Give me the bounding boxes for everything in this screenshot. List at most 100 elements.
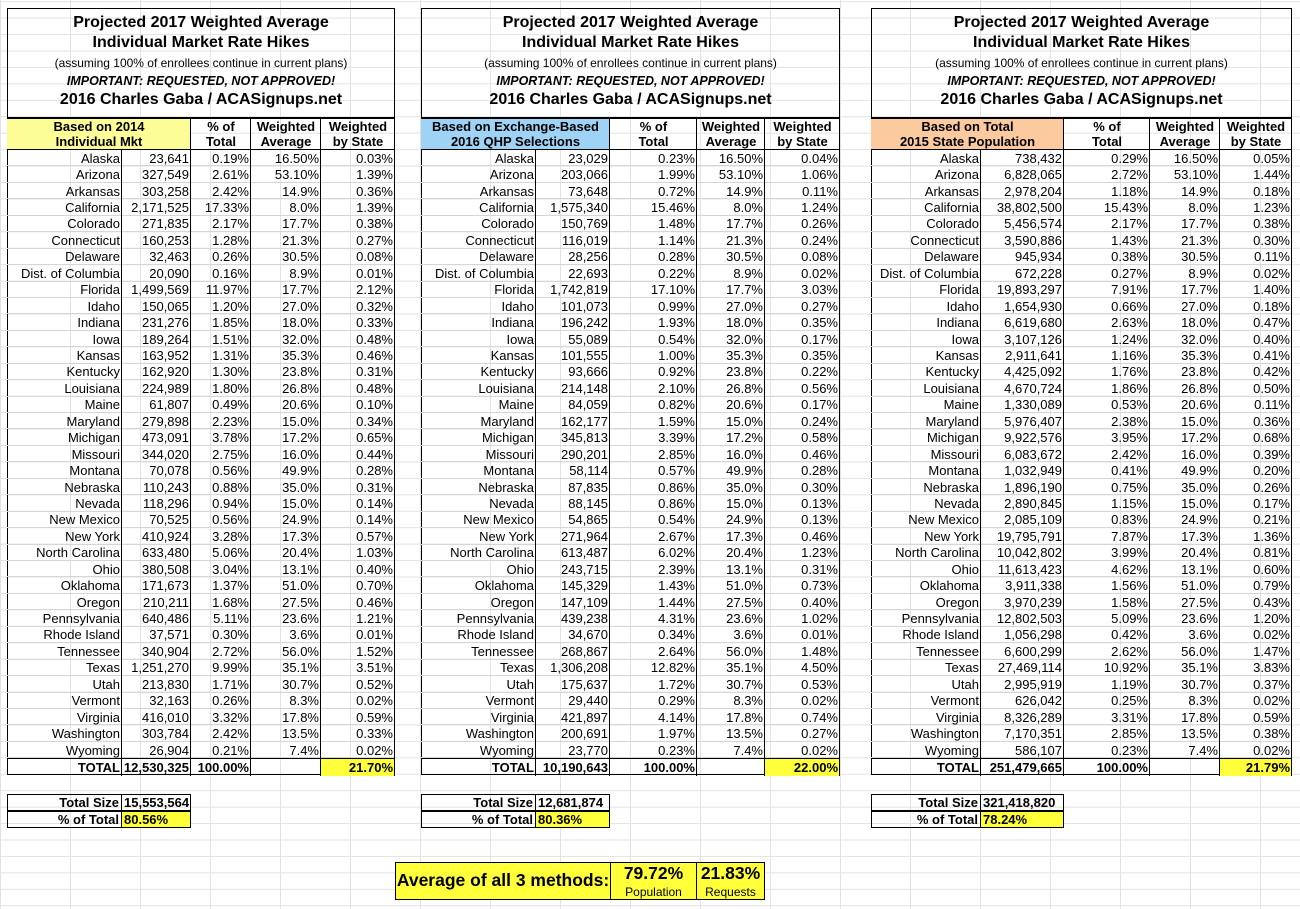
cell-value: 0.54% <box>610 512 697 528</box>
cell-value: 0.86% <box>610 479 697 495</box>
cell-value: 27.0% <box>697 298 765 314</box>
state-name: Utah <box>7 676 122 692</box>
cell-value: 0.99% <box>610 298 697 314</box>
cell-value: 14.9% <box>697 183 765 199</box>
cell-value: 0.70% <box>321 577 395 593</box>
cell-value: 0.49% <box>191 397 251 413</box>
cell-value: 0.13% <box>765 495 840 511</box>
cell-value: 23.6% <box>1150 610 1220 626</box>
cell-value: 0.40% <box>1220 331 1292 347</box>
cell-value: 19,893,297 <box>981 282 1064 298</box>
cell-value: 24.9% <box>697 512 765 528</box>
cell-value: 23.6% <box>251 610 321 626</box>
cell-value: 0.26% <box>1220 479 1292 495</box>
cell-value: 0.48% <box>321 380 395 396</box>
state-name: Nevada <box>871 495 981 511</box>
state-name: Ohio <box>7 561 122 577</box>
cell-value: 224,989 <box>122 380 191 396</box>
cell-value: 24.9% <box>1150 512 1220 528</box>
cell-value: 410,924 <box>122 528 191 544</box>
cell-value: 5,456,574 <box>981 216 1064 232</box>
empty-cell <box>251 759 321 775</box>
state-name: Maine <box>421 397 536 413</box>
cell-value: 29,440 <box>536 693 610 709</box>
total-rule <box>421 757 840 760</box>
average-caption: Requests <box>696 885 765 900</box>
total-value: 100.00% <box>610 759 697 775</box>
cell-value: 17.7% <box>251 282 321 298</box>
state-name: New York <box>421 528 536 544</box>
cell-value: 340,904 <box>122 643 191 659</box>
state-name: Florida <box>421 282 536 298</box>
cell-value: 0.65% <box>321 429 395 445</box>
cell-value: 0.05% <box>1220 150 1292 166</box>
cell-value: 150,065 <box>122 298 191 314</box>
cell-value: 20,090 <box>122 265 191 281</box>
cell-value: 1,251,270 <box>122 660 191 676</box>
column-header: Weighted by State <box>765 119 840 151</box>
cell-value: 1.39% <box>321 199 395 215</box>
state-name: Ohio <box>871 561 981 577</box>
cell-value: 5,976,407 <box>981 413 1064 429</box>
cell-value: 16.50% <box>697 150 765 166</box>
cell-value: 0.68% <box>1220 429 1292 445</box>
cell-value: 1.24% <box>765 199 840 215</box>
state-name: New Mexico <box>871 512 981 528</box>
cell-value: 15.0% <box>697 495 765 511</box>
cell-value: 8.9% <box>251 265 321 281</box>
cell-value: 0.13% <box>765 512 840 528</box>
state-name: Oregon <box>7 594 122 610</box>
cell-value: 171,673 <box>122 577 191 593</box>
state-name: Maine <box>871 397 981 413</box>
cell-value: 18.0% <box>1150 314 1220 330</box>
cell-value: 672,228 <box>981 265 1064 281</box>
cell-value: 0.17% <box>1220 495 1292 511</box>
state-name: Michigan <box>871 429 981 445</box>
cell-value: 27,469,114 <box>981 660 1064 676</box>
state-name: Oregon <box>871 594 981 610</box>
cell-value: 2.39% <box>610 561 697 577</box>
cell-value: 1.76% <box>1064 364 1150 380</box>
total-value: TOTAL <box>871 759 981 775</box>
cell-value: 16.0% <box>1150 446 1220 462</box>
cell-value: 8.0% <box>251 199 321 215</box>
cell-value: 35.3% <box>251 347 321 363</box>
cell-value: 1.68% <box>191 594 251 610</box>
state-name: Louisiana <box>7 380 122 396</box>
cell-value: 1.06% <box>765 166 840 182</box>
cell-value: 23.8% <box>251 364 321 380</box>
total-value: 100.00% <box>191 759 251 775</box>
cell-value: 0.31% <box>321 364 395 380</box>
cell-value: 16.0% <box>251 446 321 462</box>
table-frame <box>7 8 395 775</box>
cell-value: 1.31% <box>191 347 251 363</box>
cell-value: 7.4% <box>251 742 321 758</box>
cell-value: 16.0% <box>697 446 765 462</box>
state-name: Ohio <box>421 561 536 577</box>
total-value: 12,530,325 <box>123 759 189 775</box>
cell-value: 1.97% <box>610 725 697 741</box>
cell-value: 88,145 <box>536 495 610 511</box>
state-name: Arizona <box>871 166 981 182</box>
cell-value: 2.38% <box>1064 413 1150 429</box>
cell-value: 49.9% <box>1150 462 1220 478</box>
cell-value: 2.42% <box>191 725 251 741</box>
cell-value: 15.0% <box>1150 413 1220 429</box>
cell-value: 3.6% <box>251 627 321 643</box>
total-value: 22.00% <box>765 759 840 776</box>
cell-value: 10,042,802 <box>981 545 1064 561</box>
cell-value: 0.10% <box>321 397 395 413</box>
cell-value: 0.01% <box>321 265 395 281</box>
cell-value: 0.52% <box>321 676 395 692</box>
cell-value: 231,276 <box>122 314 191 330</box>
cell-value: 0.36% <box>321 183 395 199</box>
summary-value: 78.24% <box>980 811 1064 828</box>
cell-value: 73,648 <box>536 183 610 199</box>
header-line: IMPORTANT: REQUESTED, NOT APPROVED! <box>947 73 1216 88</box>
cell-value: 1.59% <box>610 413 697 429</box>
cell-value: 344,020 <box>122 446 191 462</box>
cell-value: 49.9% <box>697 462 765 478</box>
state-name: Oklahoma <box>7 577 122 593</box>
cell-value: 32.0% <box>1150 331 1220 347</box>
cell-value: 1,032,949 <box>981 462 1064 478</box>
